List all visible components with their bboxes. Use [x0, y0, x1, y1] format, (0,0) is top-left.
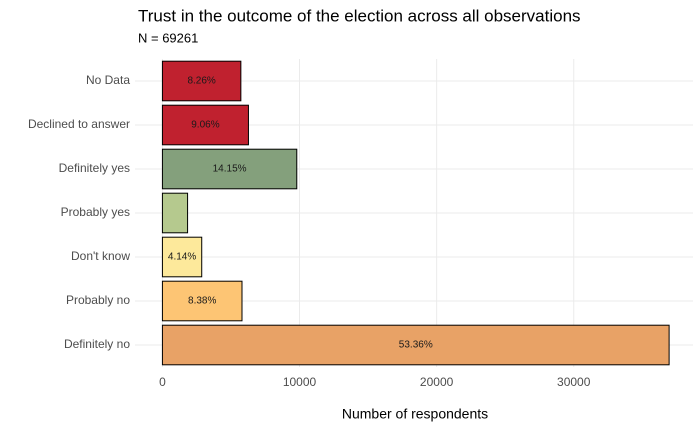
value-label: 53.36%	[399, 340, 433, 351]
y-tick-label: Don't know	[71, 249, 130, 263]
y-tick-label: Declined to answer	[28, 117, 130, 131]
value-label: 9.06%	[191, 120, 219, 131]
x-tick-label: 30000	[557, 375, 591, 389]
x-tick-label: 0	[159, 375, 166, 389]
y-tick-label: Probably no	[66, 293, 130, 307]
bar	[161, 192, 189, 234]
bar	[161, 60, 242, 102]
bar	[161, 148, 298, 190]
x-tick-label: 10000	[283, 375, 317, 389]
bar	[161, 104, 249, 146]
bar	[161, 236, 203, 278]
y-tick-label: No Data	[86, 73, 130, 87]
y-tick-label: Definitely no	[64, 337, 130, 351]
chart-subtitle: N = 69261	[138, 30, 198, 45]
bar	[161, 324, 670, 366]
value-label: 8.26%	[187, 76, 215, 87]
x-axis-label: Number of respondents	[342, 406, 488, 422]
bar	[161, 280, 243, 322]
y-tick-label: Probably yes	[61, 205, 130, 219]
value-label: 8.38%	[188, 296, 216, 307]
value-label: 14.15%	[213, 164, 247, 175]
x-tick-label: 20000	[420, 375, 454, 389]
chart-title: Trust in the outcome of the election acr…	[138, 6, 581, 25]
y-tick-label: Definitely yes	[59, 161, 130, 175]
value-label: 4.14%	[168, 252, 196, 263]
